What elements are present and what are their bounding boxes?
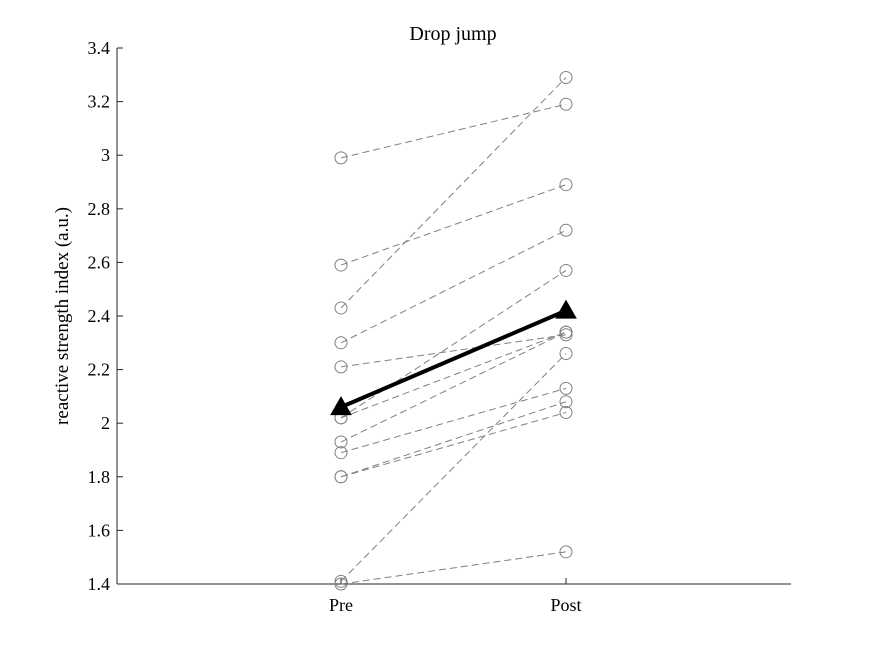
participant-marker — [559, 328, 573, 342]
participant-line — [340, 184, 567, 266]
participant-line — [340, 334, 567, 368]
participant-marker — [334, 470, 348, 484]
participant-marker — [334, 151, 348, 165]
y-tick-label: 3 — [101, 145, 110, 165]
y-tick-label: 2.6 — [88, 252, 111, 272]
y-tick-label: 1.8 — [88, 467, 111, 487]
participant-marker — [559, 223, 573, 237]
mean-series — [330, 299, 577, 416]
participant-marker — [559, 545, 573, 559]
participant-marker — [559, 325, 573, 339]
participant-marker — [559, 97, 573, 111]
participant-line — [340, 411, 567, 478]
participant-line — [340, 401, 567, 478]
participant-marker — [334, 301, 348, 315]
axes — [116, 48, 791, 585]
participant-line — [340, 331, 567, 419]
participant-marker — [559, 263, 573, 277]
x-tick-label: Pre — [329, 595, 353, 615]
participant-marker — [334, 446, 348, 460]
participant-lines — [340, 77, 567, 585]
y-tick-label: 2.8 — [88, 199, 111, 219]
participant-marker — [559, 70, 573, 84]
participant-marker — [559, 395, 573, 409]
y-ticks: 1.4 1.6 1.8 2 2.2 2.4 2.6 2.8 3 3.2 3.4 — [88, 38, 123, 594]
participant-line — [340, 387, 567, 454]
y-axis-label: reactive strength index (a.u.) — [52, 207, 73, 425]
participant-marker — [334, 336, 348, 350]
mean-line — [340, 308, 567, 409]
y-tick-label: 2.2 — [88, 360, 111, 380]
participant-line — [340, 331, 567, 443]
participant-marker — [334, 574, 348, 588]
y-tick-label: 1.6 — [88, 520, 111, 540]
mean-marker — [555, 299, 577, 319]
participant-marker — [559, 381, 573, 395]
y-tick-label: 2.4 — [88, 306, 111, 326]
y-tick-label: 2 — [101, 413, 110, 433]
participant-line — [340, 353, 567, 582]
participant-line — [340, 103, 567, 159]
participant-line — [340, 77, 567, 309]
participant-line — [340, 270, 567, 419]
y-tick-label: 1.4 — [88, 574, 111, 594]
participant-marker — [334, 258, 348, 272]
participant-line — [340, 551, 567, 585]
participant-line — [340, 229, 567, 344]
participant-marker — [334, 435, 348, 449]
chart-title: Drop jump — [409, 23, 496, 45]
participant-markers — [334, 70, 573, 591]
participant-marker — [559, 178, 573, 192]
participant-marker — [559, 347, 573, 361]
participant-marker — [334, 360, 348, 374]
y-tick-label: 3.4 — [88, 38, 111, 58]
participant-marker — [334, 577, 348, 591]
participant-marker — [559, 405, 573, 419]
x-tick-label: Post — [550, 595, 581, 615]
y-tick-label: 3.2 — [88, 92, 111, 112]
mean-marker — [330, 396, 352, 416]
